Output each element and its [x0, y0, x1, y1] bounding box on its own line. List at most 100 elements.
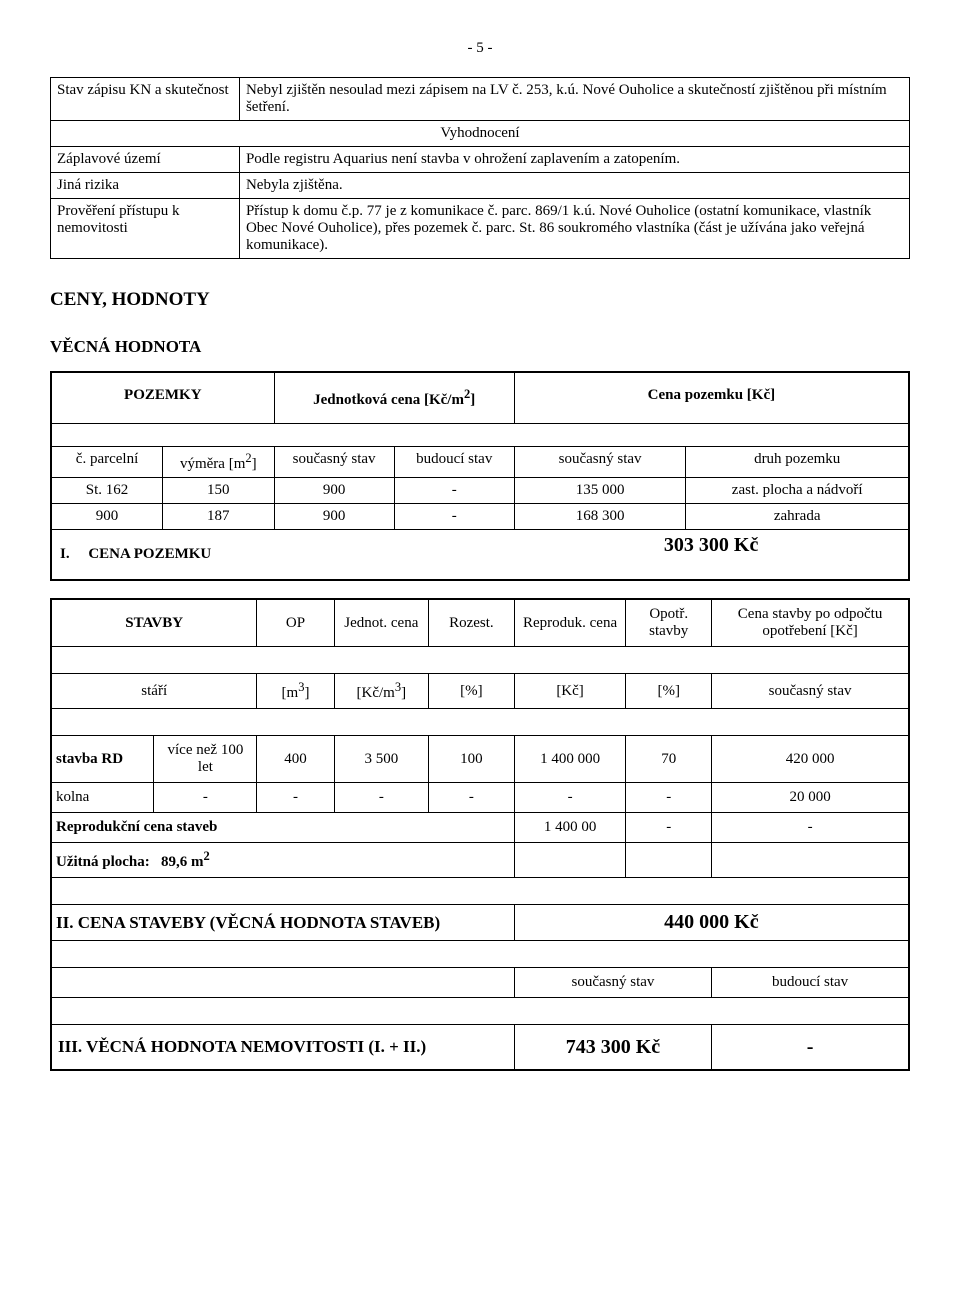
reprod-row: Reprodukční cena staveb 1 400 00 - - [51, 813, 909, 843]
stavby-title: STAVBY [51, 599, 257, 647]
section-vecna-hodnota: VĚCNÁ HODNOTA [50, 337, 910, 357]
cell: - [257, 783, 334, 813]
cell: 900 [274, 504, 394, 530]
pozemky-sum-value: 303 300 Kč [514, 530, 909, 581]
cell: 187 [163, 504, 275, 530]
col-op: OP [257, 599, 334, 647]
stavby-head2: stáří [m3] [Kč/m3] [%] [Kč] [%] současný… [51, 674, 909, 709]
reprod-label: Reprodukční cena staveb [51, 813, 514, 843]
info-value: Podle registru Aquarius není stavba v oh… [239, 147, 909, 173]
cell: - [394, 504, 514, 530]
stavby-table: STAVBY OP Jednot. cena Rozest. Reproduk.… [50, 598, 910, 1071]
foot-fut: budoucí stav [712, 968, 909, 998]
iii-value: 743 300 Kč [514, 1025, 711, 1071]
cell-stari: více než 100 let [154, 736, 257, 783]
table-row: stavba RD více než 100 let 400 3 500 100… [51, 736, 909, 783]
col-opotr: Opotř. stavby [626, 599, 712, 647]
ii-row: II. CENA STAVEBY (VĚCNÁ HODNOTA STAVEB) … [51, 905, 909, 941]
col-parcel: č. parcelní [51, 447, 163, 478]
ii-value: 440 000 Kč [514, 905, 909, 941]
info-label: Záplavové území [51, 147, 240, 173]
info-value: Nebyla zjištěna. [239, 173, 909, 199]
iii-row: III. VĚCNÁ HODNOTA NEMOVITOSTI (I. + II.… [51, 1025, 909, 1071]
cell-stari: - [154, 783, 257, 813]
info-label: Vyhodnocení [51, 121, 910, 147]
section-ceny-hodnoty: CENY, HODNOTY [50, 289, 910, 311]
table-row: St. 162 150 900 - 135 000 zast. plocha a… [51, 478, 909, 504]
pozemky-title: POZEMKY [51, 372, 274, 424]
pozemky-cols-row: č. parcelní výměra [m2] současný stav bu… [51, 447, 909, 478]
pozemky-unit-price-label: Jednotková cena [Kč/m2] [274, 372, 514, 424]
cell [712, 843, 909, 878]
col-stari: stáří [51, 674, 257, 709]
uzitna-label: Užitná plocha: 89,6 m2 [51, 843, 514, 878]
cell: 900 [274, 478, 394, 504]
cell: 420 000 [712, 736, 909, 783]
info-label: Stav zápisu KN a skutečnost [51, 78, 240, 121]
cell: 70 [626, 736, 712, 783]
cell: - [394, 478, 514, 504]
table-row: 900 187 900 - 168 300 zahrada [51, 504, 909, 530]
table-row: kolna - - - - - - 20 000 [51, 783, 909, 813]
col-future: budoucí stav [394, 447, 514, 478]
cell: 150 [163, 478, 275, 504]
cell: - [429, 783, 515, 813]
foot-curr: současný stav [514, 968, 711, 998]
cell: St. 162 [51, 478, 163, 504]
iii-fut: - [712, 1025, 909, 1071]
ii-label: II. CENA STAVEBY (VĚCNÁ HODNOTA STAVEB) [51, 905, 514, 941]
info-label: Jiná rizika [51, 173, 240, 199]
col-m3: [m3] [257, 674, 334, 709]
col-kc: [Kč] [514, 674, 626, 709]
col-current2: současný stav [514, 447, 686, 478]
col-after: Cena stavby po odpočtu opotřebení [Kč] [712, 599, 909, 647]
cell: zast. plocha a nádvoří [686, 478, 909, 504]
cell: 3 500 [334, 736, 428, 783]
cell: - [626, 783, 712, 813]
pozemky-header-row: POZEMKY Jednotková cena [Kč/m2] Cena poz… [51, 372, 909, 424]
col-rozest: Rozest. [429, 599, 515, 647]
stavby-head1: STAVBY OP Jednot. cena Rozest. Reproduk.… [51, 599, 909, 647]
reprod-value: 1 400 00 [514, 813, 626, 843]
foot-head-row: současný stav budoucí stav [51, 968, 909, 998]
col-reprod: Reproduk. cena [514, 599, 626, 647]
cell: - [712, 813, 909, 843]
uzitna-row: Užitná plocha: 89,6 m2 [51, 843, 909, 878]
pozemky-land-price-label: Cena pozemku [Kč] [514, 372, 909, 424]
cell: 900 [51, 504, 163, 530]
col-curr: současný stav [712, 674, 909, 709]
cell-name: kolna [51, 783, 154, 813]
info-value: Nebyl zjištěn nesoulad mezi zápisem na L… [239, 78, 909, 121]
cell [626, 843, 712, 878]
table-row: Vyhodnocení [51, 121, 910, 147]
cell: 1 400 000 [514, 736, 626, 783]
cell: zahrada [686, 504, 909, 530]
cell: - [514, 783, 626, 813]
col-type: druh pozemku [686, 447, 909, 478]
col-jednot: Jednot. cena [334, 599, 428, 647]
col-pct1: [%] [429, 674, 515, 709]
page-number: - 5 - [50, 40, 910, 57]
info-label: Prověření přístupu k nemovitosti [51, 199, 240, 259]
cell [51, 968, 514, 998]
pozemky-table: POZEMKY Jednotková cena [Kč/m2] Cena poz… [50, 371, 910, 581]
col-pct2: [%] [626, 674, 712, 709]
iii-label: III. VĚCNÁ HODNOTA NEMOVITOSTI (I. + II.… [51, 1025, 514, 1071]
cell: 20 000 [712, 783, 909, 813]
cell: 400 [257, 736, 334, 783]
table-row: Stav zápisu KN a skutečnost Nebyl zjiště… [51, 78, 910, 121]
col-current: současný stav [274, 447, 394, 478]
pozemky-sum-row: I. CENA POZEMKU 303 300 Kč [51, 530, 909, 581]
cell: - [626, 813, 712, 843]
col-area: výměra [m2] [163, 447, 275, 478]
info-value: Přístup k domu č.p. 77 je z komunikace č… [239, 199, 909, 259]
cell: 135 000 [514, 478, 686, 504]
cell-name: stavba RD [51, 736, 154, 783]
col-kcm3: [Kč/m3] [334, 674, 428, 709]
pozemky-sum-label: I. CENA POZEMKU [51, 530, 514, 581]
table-row: Prověření přístupu k nemovitosti Přístup… [51, 199, 910, 259]
info-table: Stav zápisu KN a skutečnost Nebyl zjiště… [50, 77, 910, 259]
cell: 168 300 [514, 504, 686, 530]
cell [514, 843, 626, 878]
table-row: Záplavové území Podle registru Aquarius … [51, 147, 910, 173]
